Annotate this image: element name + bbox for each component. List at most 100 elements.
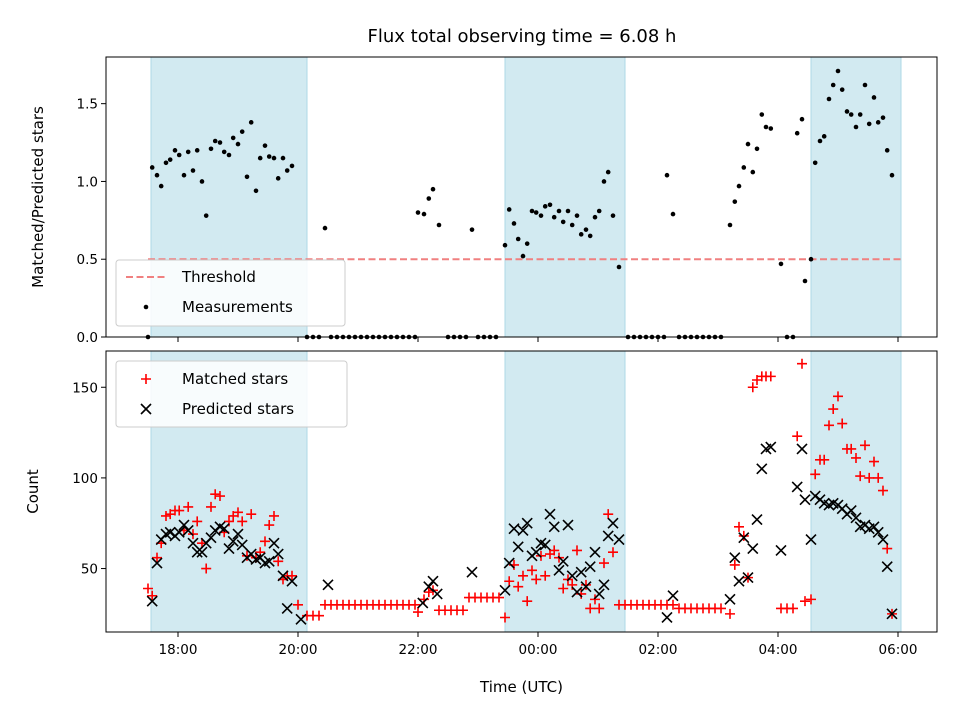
predicted-star-point [521,517,533,529]
predicted-star-point [796,443,808,455]
matched-star-point [246,509,257,520]
matched-star-point [293,599,303,610]
matched-star-point [513,581,524,592]
predicted-star-point [512,541,524,553]
matched-star-point [882,543,893,554]
matched-star-point [747,382,758,393]
measurement-point [436,222,442,228]
count-x-tick-label: 06:00 [879,642,918,658]
matched-star-point [869,456,879,467]
matched-star-point [192,516,203,527]
matched-star-point [828,404,839,415]
measurement-point [280,155,286,161]
predicted-star-point [877,533,889,546]
matched-star-point [810,469,821,480]
measurement-point [511,221,517,226]
measurement-point [844,109,850,114]
predicted-star-point [272,548,284,560]
predicted-star-point [191,546,203,558]
measurement-point [835,68,841,74]
matched-star-point [413,607,423,618]
predicted-star-point [277,570,289,582]
matched-star-point [860,440,870,451]
ratio-panel: 0.0 0.5 1.0 1.5 Matched/Predicted stars Thr… [29,56,938,346]
predicted-star-point [850,512,862,524]
matched-star-point [147,590,158,601]
measurement-point [759,112,765,117]
predicted-star-point [508,523,520,535]
measurement-point [830,82,836,88]
measurement-point [271,155,277,161]
measurement-point [763,124,769,130]
measurement-point [547,202,553,208]
count-y-tick-label: 150 [72,380,98,396]
measurement-point [880,115,886,120]
predicted-star-point [765,441,777,453]
measurement-point [275,176,281,181]
measurement-point [587,233,593,239]
matched-star-point [264,520,275,531]
matched-star-point [599,558,609,569]
measurement-point [839,87,845,92]
legend-measurements-label: Measurements [182,298,293,316]
measurement-point [875,120,881,125]
predicted-star-point [548,521,560,533]
measurement-point [524,241,530,246]
measurement-point [515,236,521,242]
matched-star-point [540,570,551,581]
measurement-point [230,135,236,141]
measurement-point [163,160,169,166]
ratio-y-tick-label: 1.5 [77,97,98,113]
predicted-star-point [756,463,768,475]
matched-star-point [851,452,861,463]
measurement-point [862,82,868,88]
predicted-star-point [747,543,759,555]
count-legend: Matched stars Predicted stars [115,360,348,428]
legend-predicted-label: Predicted stars [182,400,294,418]
predicted-star-point [799,494,811,506]
measurement-point [802,278,808,284]
predicted-star-point [544,508,556,520]
count-shaded-interval-3 [810,350,902,633]
matched-star-point [161,510,171,521]
predicted-star-point [268,537,280,549]
matched-star-point [183,501,194,512]
count-x-tick-label: 18:00 [159,642,198,658]
matched-star-point [729,559,740,570]
matched-star-point [837,418,848,429]
matched-star-point [716,603,726,614]
matched-star-point [518,570,528,581]
measurement-point [289,163,295,169]
predicted-star-point [263,555,275,567]
measurement-point [853,124,859,130]
predicted-star-point [566,570,578,582]
measurement-point [750,169,756,175]
measurement-point [529,208,535,214]
matched-star-point [287,570,297,581]
measurement-point [542,204,548,209]
measurement-point [871,95,877,100]
matched-star-point [549,545,560,556]
measurement-point [421,211,427,217]
measurement-point [569,222,575,228]
measurement-point [605,169,611,175]
matched-star-point [458,605,468,616]
count-x-tick-label: 00:00 [519,642,558,658]
measurement-point [212,138,218,144]
predicted-star-point [738,532,750,544]
measurement-point [826,96,832,102]
predicted-star-point [503,557,515,569]
matched-star-point [314,610,324,621]
measurement-point [190,168,196,173]
matched-star-point [269,510,279,521]
measurement-point [808,256,814,262]
matched-star-point [201,563,212,574]
predicted-star-point [805,533,817,546]
predicted-star-point [151,557,163,569]
measurement-point [226,152,232,158]
measurement-point [426,196,432,201]
measurement-point [799,116,805,122]
predicted-star-point [173,526,185,538]
predicted-star-point [613,533,625,546]
